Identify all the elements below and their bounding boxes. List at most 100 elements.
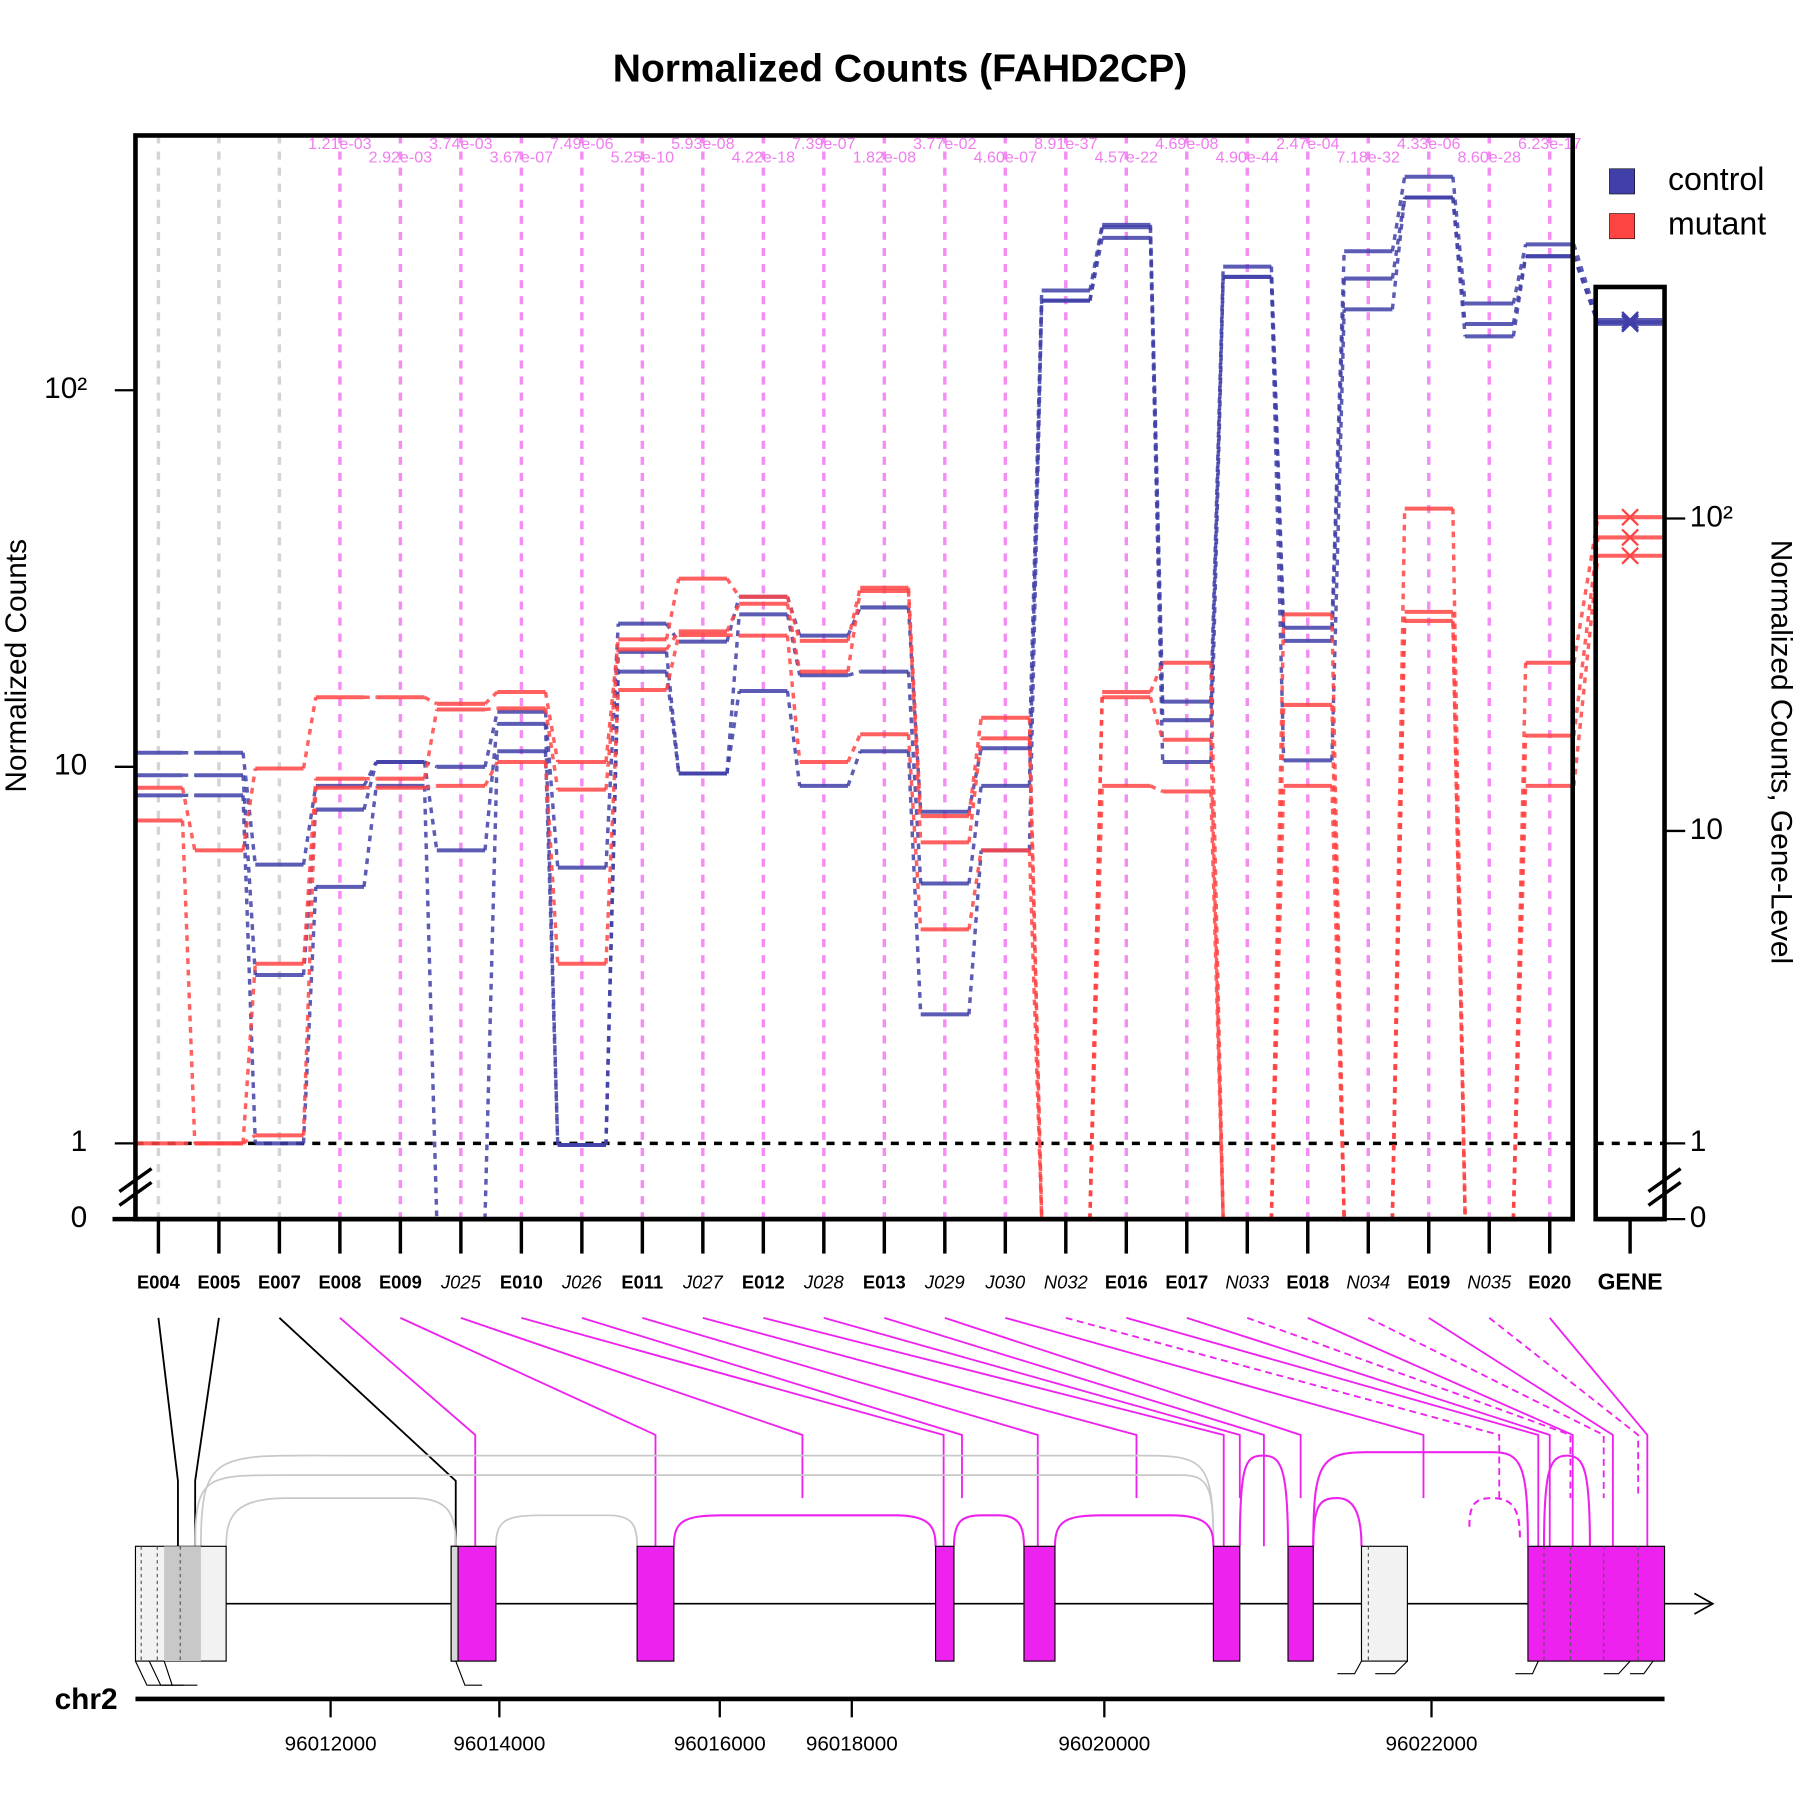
y-tick-label: 10²: [44, 372, 87, 405]
connector: [483, 690, 499, 706]
feature-link: [1549, 1317, 1649, 1547]
connector: [906, 751, 923, 1015]
connector: [1148, 662, 1165, 693]
y2-axis-label: Normalized Counts, Gene-Level: [1764, 540, 1797, 964]
connector: [664, 634, 681, 691]
x-tick-label: E018: [1286, 1271, 1329, 1292]
feature-link: [1307, 1317, 1574, 1547]
connector: [241, 963, 258, 1144]
connector: [1451, 508, 1467, 1220]
genome-tick-label: 96020000: [1058, 1732, 1150, 1755]
chart-title: Normalized Counts (FAHD2CP): [613, 47, 1187, 90]
connector: [1330, 278, 1346, 641]
connector: [726, 633, 740, 638]
junction-arc: [1468, 1497, 1521, 1539]
x-tick-label: J027: [682, 1271, 724, 1292]
p-value-label: 8.60e-28: [1458, 149, 1521, 167]
junction-arc: [194, 1474, 1215, 1547]
connector: [1149, 784, 1164, 794]
exon-box: [636, 1545, 675, 1662]
junction-arc: [495, 1514, 638, 1547]
connector: [543, 708, 560, 790]
junction-arc: [1312, 1497, 1363, 1547]
connector: [785, 635, 802, 763]
connector: [241, 795, 258, 1144]
p-value-label: 4.22e-18: [732, 149, 795, 167]
connector: [362, 761, 378, 787]
p-value-label: 4.33e-06: [1397, 135, 1460, 153]
junction-arc: [672, 1514, 937, 1547]
axis-break: [1647, 1167, 1682, 1207]
x-tick-label: J029: [924, 1271, 965, 1292]
y-tick-label: 10: [54, 749, 87, 782]
feature-link: [460, 1316, 804, 1499]
p-value-label: 2.47e-04: [1276, 135, 1339, 153]
exon-box: [164, 1546, 201, 1662]
x-tick-label: E010: [500, 1271, 543, 1292]
gene-point: [1621, 508, 1639, 527]
connector: [785, 690, 802, 787]
p-value-label: 8.91e-37: [1034, 135, 1097, 153]
feature-link: [1428, 1317, 1614, 1547]
feature-link: [1186, 1316, 1551, 1547]
plot-area: 1.21e-032.92e-033.74e-033.67e-077.49e-06…: [44, 133, 1766, 1755]
connector: [362, 761, 378, 810]
connector: [906, 590, 923, 843]
connector: [846, 733, 862, 763]
connector: [664, 578, 681, 640]
p-value-label: 4.69e-08: [1155, 135, 1218, 153]
connector: [1027, 850, 1044, 1220]
connector: [1451, 620, 1467, 1220]
legend-label: mutant: [1668, 206, 1766, 242]
genome-tick-label: 96016000: [674, 1732, 766, 1755]
feature-link: [339, 1317, 477, 1547]
gene-point: [1621, 314, 1639, 333]
connector: [543, 751, 560, 1146]
connector: [422, 785, 439, 1220]
connector: [906, 671, 923, 884]
connector: [1209, 791, 1225, 1220]
connector: [725, 603, 741, 633]
connector: [785, 596, 802, 642]
y-tick-label: 0: [71, 1201, 88, 1234]
connector: [543, 691, 560, 763]
exon-box: [1360, 1545, 1408, 1662]
connector: [1390, 176, 1407, 252]
x-tick-label: E007: [258, 1271, 301, 1292]
p-value-label: 4.60e-07: [974, 149, 1037, 167]
connector: [1269, 276, 1286, 761]
feature-link: [823, 1316, 1241, 1499]
connector: [483, 711, 499, 768]
x-tick-label: J025: [440, 1271, 482, 1292]
y2-tick-label: 10: [1690, 813, 1723, 846]
connector: [241, 768, 257, 851]
gene-point: [1621, 528, 1639, 547]
p-value-label: 4.90e-44: [1216, 149, 1279, 167]
connector: [543, 723, 560, 1146]
connector: [1390, 197, 1407, 279]
x-tick-label: E020: [1528, 1271, 1571, 1292]
connector: [301, 785, 318, 865]
connector: [484, 706, 498, 712]
connector: [725, 614, 741, 774]
x-tick-label: E019: [1407, 1271, 1450, 1292]
feature-link: [1367, 1317, 1605, 1499]
connector: [665, 630, 681, 651]
feature-link: [763, 1316, 1225, 1547]
connector: [1390, 197, 1407, 310]
exon-box: [1023, 1545, 1056, 1662]
feature-link: [1126, 1316, 1540, 1547]
connector: [424, 784, 438, 790]
connector: [1572, 555, 1600, 787]
y2-tick-label: 0: [1690, 1201, 1707, 1234]
p-value-label: 5.25e-10: [611, 149, 674, 167]
connector: [604, 671, 620, 1146]
connector: [301, 886, 318, 1144]
x-tick-label: E004: [137, 1271, 181, 1292]
connector: [785, 603, 802, 672]
genome-axis-label: chr2: [55, 1683, 118, 1716]
connector: [423, 695, 438, 706]
junction-arc: [225, 1497, 457, 1547]
